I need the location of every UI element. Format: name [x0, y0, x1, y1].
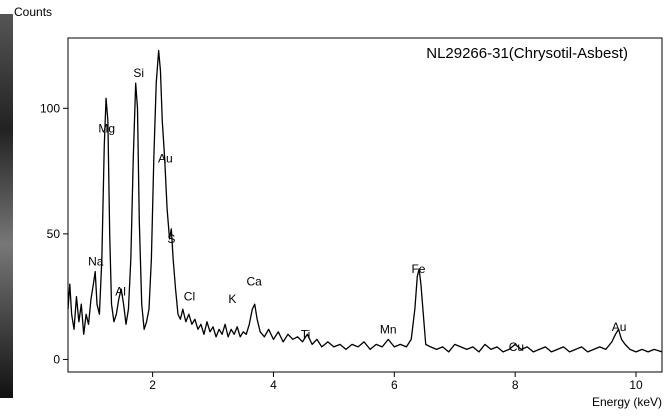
peak-label: Au	[612, 320, 627, 334]
image-strip	[0, 14, 13, 398]
x-tick-label: 2	[149, 378, 156, 392]
peak-label: Cl	[184, 290, 195, 304]
peak-label: S	[167, 232, 175, 246]
x-tick-label: 8	[512, 378, 519, 392]
y-tick-label: 50	[47, 227, 61, 241]
y-tick-label: 0	[53, 352, 60, 366]
peak-label: Na	[88, 255, 104, 269]
x-tick-label: 10	[629, 378, 643, 392]
x-axis-label: Energy (keV)	[592, 395, 662, 409]
x-tick-label: 6	[391, 378, 398, 392]
peak-label: Mg	[98, 121, 115, 135]
peak-label: Ti	[301, 327, 311, 341]
spectrum-line	[67, 49, 663, 353]
peak-label: Cu	[509, 340, 524, 354]
peak-label: Mn	[380, 322, 397, 336]
peak-label: Fe	[411, 262, 425, 276]
y-tick-label: 100	[40, 101, 60, 115]
peak-label: Al	[115, 285, 126, 299]
peak-label: Ca	[246, 275, 262, 289]
y-axis-label: Counts	[14, 5, 52, 19]
peak-label: Au	[158, 152, 173, 166]
peak-label: K	[228, 292, 236, 306]
chart-title: NL29266-31(Chrysotil-Asbest)	[426, 45, 628, 62]
peak-label: Si	[133, 66, 144, 80]
plot-frame	[67, 37, 663, 373]
x-tick-label: 4	[270, 378, 277, 392]
